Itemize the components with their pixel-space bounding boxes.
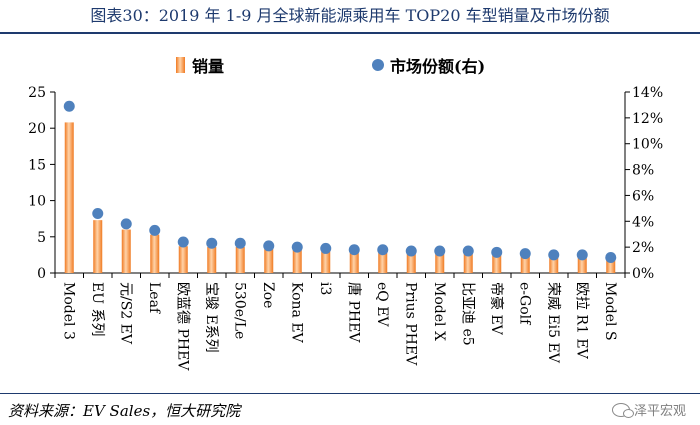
- y-left-tick-label: 15: [28, 157, 46, 173]
- footer: 资料来源：EV Sales，恒大研究院 泽平宏观: [0, 393, 700, 425]
- share-dot-mark: [120, 218, 132, 230]
- bar-mark: [577, 257, 587, 273]
- watermark-text: 泽平宏观: [633, 404, 686, 419]
- bar-mark: [93, 220, 103, 273]
- y-right-tick-label: 0%: [632, 266, 654, 282]
- legend-dot-label: 市场份额(右): [390, 57, 485, 76]
- bar-mark: [321, 251, 331, 273]
- bar-mark: [492, 254, 502, 273]
- share-dot-mark: [263, 240, 275, 252]
- y-right-tick-label: 14%: [632, 85, 663, 101]
- x-tick-label: Zoe: [260, 282, 276, 308]
- share-dot-mark: [63, 100, 75, 112]
- bar-mark: [549, 256, 559, 273]
- share-dot-mark: [320, 242, 332, 254]
- legend-bar-label: 销量: [192, 57, 224, 76]
- x-tick-label: Model 3: [60, 282, 76, 340]
- x-tick-label: Model X: [431, 282, 447, 341]
- share-dot-mark: [462, 245, 474, 257]
- share-dot-mark: [405, 245, 417, 257]
- y-left-tick-label: 10: [28, 194, 46, 210]
- share-dot-mark: [348, 244, 360, 256]
- bar-mark: [264, 249, 274, 273]
- x-tick-label: i3: [317, 282, 333, 295]
- y-right-tick-label: 12%: [632, 111, 663, 127]
- x-tick-label: Kona EV: [288, 282, 304, 344]
- bar-mark: [435, 253, 445, 273]
- share-dot-mark: [206, 237, 218, 249]
- bar-mark: [406, 253, 416, 273]
- y-right-tick-label: 2%: [632, 240, 654, 256]
- y-left-tick-label: 0: [37, 266, 46, 282]
- x-tick-label: Model S: [602, 282, 618, 341]
- bar-mark: [235, 246, 245, 273]
- y-right-tick-label: 8%: [632, 163, 654, 179]
- x-tick-label: 比亚迪 e5: [459, 282, 475, 346]
- x-tick-label: 帝豪 EV: [488, 282, 504, 336]
- share-dot-mark: [519, 248, 531, 260]
- y-left-tick-label: 20: [28, 121, 46, 137]
- x-tick-label: 唐 PHEV: [345, 282, 362, 343]
- share-dot-mark: [434, 245, 446, 257]
- bar-mark: [606, 259, 616, 273]
- share-dot-mark: [92, 208, 104, 220]
- legend-bar-swatch: [176, 57, 185, 73]
- x-tick-label: e-Golf: [516, 282, 532, 326]
- bar-mark: [520, 255, 530, 273]
- bar-mark: [64, 122, 74, 274]
- legend-dot-swatch: [372, 59, 384, 71]
- bar-mark: [207, 246, 217, 273]
- share-dot-mark: [377, 244, 389, 256]
- share-dot-mark: [177, 236, 189, 248]
- y-right-tick-label: 10%: [632, 137, 663, 153]
- watermark: 泽平宏观: [611, 400, 686, 419]
- x-tick-label: 530e/Le: [231, 282, 247, 339]
- x-tick-label: 欧蓝德 PHEV: [174, 282, 190, 371]
- y-left-tick-label: 25: [28, 85, 46, 101]
- bar-mark: [378, 252, 388, 273]
- chart-legend: 销量 市场份额(右): [176, 57, 485, 76]
- x-tick-label: 元/S2 EV: [117, 282, 133, 345]
- share-dot-mark: [491, 246, 503, 258]
- bar-mark: [121, 229, 131, 273]
- bar-mark: [349, 252, 359, 273]
- x-tick-label: Prius PHEV: [402, 282, 418, 366]
- x-tick-label: 宝骏 E系列: [203, 282, 219, 353]
- share-dot-mark: [548, 249, 560, 261]
- bar-mark: [150, 234, 160, 273]
- x-tick-label: 欧拉 R1 EV: [573, 282, 589, 360]
- y-right-tick-label: 6%: [632, 188, 654, 204]
- bar-mark: [463, 253, 473, 273]
- share-dot-mark: [605, 251, 617, 263]
- x-tick-label: eQ EV: [374, 282, 390, 327]
- share-dot-mark: [291, 241, 303, 253]
- y-left-tick-label: 5: [37, 230, 46, 246]
- share-dot-mark: [234, 237, 246, 249]
- wechat-icon: [611, 402, 634, 418]
- bar-mark: [178, 246, 188, 273]
- x-tick-label: 荣威 Ei5 EV: [545, 282, 561, 364]
- page-title: 图表30：2019 年 1-9 月全球新能源乘用车 TOP20 车型销量及市场份…: [0, 0, 700, 34]
- share-dot-mark: [149, 224, 161, 236]
- x-tick-label: Leaf: [146, 282, 162, 315]
- x-tick-label: EU 系列: [89, 282, 105, 336]
- sales-share-chart: 销量 市场份额(右) 0 5 10 15 20 25 0% 2% 4% 6% 8% 10% 12% 14%…: [28, 57, 663, 371]
- share-dot-mark: [576, 249, 588, 261]
- source-note: 资料来源：EV Sales，恒大研究院: [8, 402, 241, 420]
- y-right-tick-label: 4%: [632, 214, 654, 230]
- bar-mark: [292, 249, 302, 273]
